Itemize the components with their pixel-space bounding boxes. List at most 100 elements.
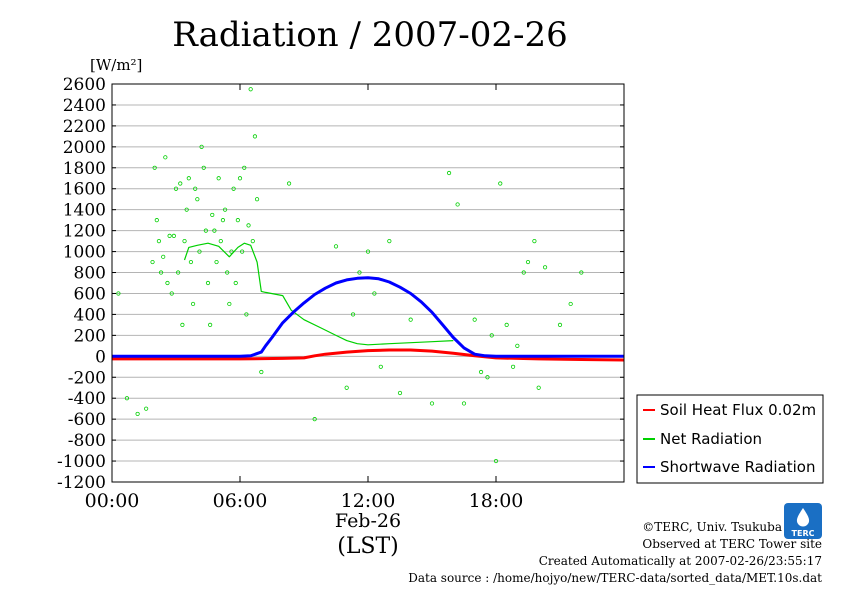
- x-tick-label: 06:00: [213, 490, 268, 512]
- net-radiation-sample-point: [216, 176, 221, 181]
- net-radiation-sample-point: [212, 228, 217, 233]
- net-radiation-sample-point: [478, 369, 484, 375]
- net-radiation-sample-point: [199, 144, 204, 149]
- net-radiation-sample-point: [235, 218, 240, 223]
- y-axis-unit-label: [W/m²]: [90, 56, 142, 74]
- net-radiation-sample-point: [357, 270, 362, 275]
- net-radiation-sample-point: [124, 396, 130, 401]
- net-radiation-sample-point: [485, 375, 490, 380]
- net-radiation-sample-point: [242, 165, 247, 170]
- net-radiation-sample-point: [250, 239, 255, 244]
- net-radiation-sample-point: [461, 401, 467, 406]
- net-radiation-sample-point: [203, 228, 208, 233]
- footer-source: Data source : /home/hojyo/new/TERC-data/…: [408, 571, 822, 585]
- net-radiation-sample-point: [515, 343, 520, 348]
- y-tick-label: 200: [74, 326, 106, 346]
- net-radiation-sample-point: [542, 265, 548, 270]
- net-radiation-sample-point: [165, 280, 170, 286]
- net-radiation-sample-point: [252, 134, 258, 139]
- net-radiation-line: [183, 242, 454, 346]
- net-radiation-sample-point: [378, 364, 383, 369]
- net-radiation-sample-point: [237, 176, 243, 181]
- y-tick-label: 2400: [63, 96, 106, 116]
- net-radiation-sample-point: [150, 259, 155, 265]
- net-radiation-sample-point: [208, 322, 213, 327]
- net-radiation-sample-point: [173, 186, 179, 191]
- net-radiation-sample-point: [161, 254, 166, 259]
- net-radiation-sample-point: [233, 280, 238, 286]
- x-axis-date-label: Feb-26: [335, 510, 401, 532]
- net-radiation-sample-point: [218, 239, 223, 244]
- footer-copyright: ©TERC, Univ. Tsukuba: [642, 520, 782, 534]
- net-radiation-sample-point: [152, 165, 157, 170]
- net-radiation-sample-point: [220, 218, 226, 223]
- y-tick-label: 0: [95, 347, 106, 367]
- net-radiation-sample-point: [229, 249, 234, 254]
- y-axis-ticks: 2600240022002000180016001400120010008006…: [57, 75, 624, 493]
- net-radiation-sample-point: [222, 207, 228, 212]
- y-tick-label: 1000: [63, 243, 106, 263]
- net-radiation-sample-point: [510, 364, 516, 369]
- y-tick-label: -1200: [57, 473, 106, 493]
- net-radiation-sample-point: [193, 186, 198, 191]
- x-axis-unit-label: (LST): [337, 534, 399, 559]
- net-radiation-sample-point: [254, 197, 260, 202]
- footer-created: Created Automatically at 2007-02-26/23:5…: [539, 554, 822, 568]
- x-tick-label: 18:00: [469, 490, 524, 512]
- net-radiation-sample-point: [493, 458, 499, 464]
- terc-logo: TERC: [784, 503, 822, 539]
- net-radiation-sample-point: [244, 312, 249, 317]
- net-radiation-sample-point: [246, 223, 251, 228]
- net-radiation-sample-point: [210, 212, 215, 218]
- y-tick-label: 400: [74, 305, 106, 325]
- net-radiation-sample-point: [579, 270, 584, 275]
- net-radiation-sample-point: [489, 333, 494, 338]
- y-tick-label: -400: [68, 389, 106, 409]
- net-radiation-sample-point: [387, 239, 392, 244]
- net-radiation-sample-point: [176, 270, 181, 275]
- net-radiation-sample-point: [504, 322, 509, 327]
- y-tick-label: 2200: [63, 117, 106, 137]
- net-radiation-sample-point: [240, 249, 245, 254]
- soil-heat-flux-line: [112, 348, 625, 362]
- x-tick-label: 00:00: [85, 490, 140, 512]
- y-tick-label: 1400: [63, 201, 106, 221]
- y-tick-label: -1000: [57, 452, 106, 472]
- y-tick-label: 1200: [63, 222, 106, 242]
- net-radiation-sample-point: [154, 218, 159, 223]
- net-radiation-sample-point: [158, 270, 164, 275]
- net-radiation-sample-point: [532, 239, 537, 244]
- net-radiation-sample-point: [557, 322, 563, 327]
- net-radiation-sample-point: [429, 401, 435, 406]
- net-radiation-sample-point: [536, 385, 541, 390]
- net-radiation-sample-point: [214, 259, 219, 265]
- y-tick-label: 800: [74, 264, 106, 284]
- net-radiation-sample-point: [312, 417, 317, 422]
- net-radiation-sample-point: [227, 301, 232, 307]
- y-tick-label: 2000: [63, 138, 106, 158]
- net-radiation-sample-point: [201, 165, 206, 170]
- net-radiation-sample-point: [446, 170, 452, 176]
- net-radiation-sample-point: [116, 291, 121, 296]
- net-radiation-sample-point: [197, 249, 202, 254]
- legend: Soil Heat Flux 0.02m Net Radiation Short…: [636, 394, 824, 484]
- net-radiation-sample-point: [498, 181, 503, 186]
- net-radiation-sample-point: [169, 291, 174, 296]
- net-radiation-sample-point: [190, 301, 196, 307]
- net-radiation-sample-point: [186, 176, 191, 181]
- x-tick-label: 12:00: [341, 490, 396, 512]
- chart-title: Radiation / 2007-02-26: [172, 15, 568, 55]
- legend-label-shortwave: Shortwave Radiation: [660, 458, 816, 476]
- data-series: [112, 87, 625, 464]
- y-tick-label: -800: [68, 431, 106, 451]
- net-radiation-sample-point: [286, 181, 292, 186]
- x-axis-ticks: 00:00 06:00 12:00 18:00: [85, 84, 524, 512]
- net-radiation-sample-point: [135, 411, 140, 417]
- net-radiation-sample-point: [167, 233, 172, 238]
- net-radiation-sample-point: [259, 369, 264, 375]
- net-radiation-sample-point: [163, 155, 168, 160]
- net-radiation-sample-point: [144, 406, 149, 411]
- net-radiation-sample-point: [333, 244, 339, 249]
- net-radiation-sample-point: [180, 322, 185, 327]
- net-radiation-sample-point: [525, 259, 531, 265]
